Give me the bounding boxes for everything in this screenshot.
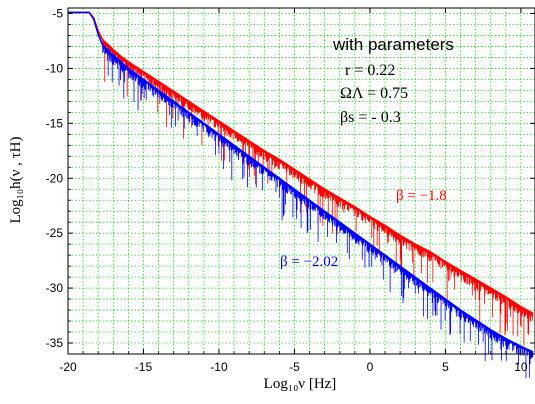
annotation-omega: ΩΛ = 0.75 — [340, 85, 408, 102]
x-tick-label: 5 — [442, 360, 449, 374]
y-axis-title: Log₁₀h(ν , τH) — [8, 136, 24, 223]
plot-frame — [67, 7, 535, 355]
annotation-beta-s: βs = - 0.3 — [340, 109, 401, 126]
series-label-red: β = −1.8 — [396, 188, 447, 204]
axis-ticks: -20 -15 -10 -5 0 5 10 -5 -10 -15 -20 -25 -30 -35 — [46, 6, 535, 374]
series-label-blue: β = −2.02 — [280, 254, 338, 270]
x-axis-title: Log₁₀ν [Hz] — [264, 376, 337, 392]
y-tick-label: -20 — [46, 171, 64, 185]
y-tick-label: -35 — [46, 336, 64, 350]
series-line-0 — [68, 11, 534, 315]
y-tick-label: -5 — [52, 6, 63, 20]
annotation-r: r = 0.22 — [345, 62, 395, 79]
series-spikes-1 — [102, 45, 534, 379]
annotation-heading: with parameters — [332, 35, 454, 54]
x-tick-label: 0 — [367, 360, 374, 374]
x-tick-label: 10 — [514, 360, 528, 374]
series-layer — [68, 11, 534, 379]
y-tick-label: -15 — [46, 116, 64, 130]
y-tick-label: -25 — [46, 226, 64, 240]
y-tick-label: -10 — [46, 61, 64, 75]
x-tick-label: -15 — [135, 360, 153, 374]
series-line-1 — [68, 11, 534, 353]
y-tick-label: -30 — [46, 281, 64, 295]
x-tick-label: -5 — [289, 360, 300, 374]
x-tick-label: -20 — [59, 360, 77, 374]
x-tick-label: -10 — [210, 360, 228, 374]
